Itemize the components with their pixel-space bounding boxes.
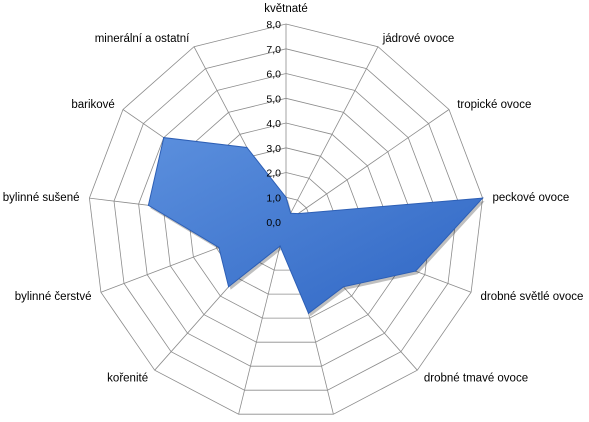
category-label: tropické ovoce — [457, 99, 531, 111]
data-point — [342, 286, 344, 288]
data-point — [228, 286, 230, 288]
grid-spoke — [285, 46, 379, 223]
category-label: bylinné sušené — [3, 192, 80, 204]
grid-ring — [113, 48, 459, 391]
data-point — [246, 146, 248, 149]
category-label: drobné světlé ovoce — [481, 291, 584, 303]
series-polygon — [147, 137, 484, 315]
data-point — [279, 245, 281, 247]
tick-label: 6,0 — [266, 69, 281, 81]
data-point — [147, 204, 149, 206]
data-point — [415, 270, 417, 272]
data-point — [218, 246, 220, 249]
tick-label: 1,0 — [266, 192, 281, 204]
tick-label: 4,0 — [266, 118, 281, 130]
series-area — [147, 137, 485, 317]
category-label: květnaté — [264, 3, 307, 15]
category-label: jádrové ovoce — [382, 33, 455, 45]
grid-ring — [138, 73, 434, 367]
tick-label: 0,0 — [266, 217, 281, 229]
grid-spoke — [238, 221, 287, 415]
tick-label: 8,0 — [266, 19, 281, 31]
category-labels: květnaté jádrové ovoce tropické ovoce pecko… — [3, 3, 584, 385]
category-label: drobné tmavé ovoce — [424, 373, 528, 385]
category-label: kořenité — [107, 373, 148, 385]
radial-tick-labels: 0,0 1,0 2,0 3,0 4,0 5,0 6,0 7,0 8,0 — [266, 19, 281, 229]
data-point — [285, 196, 287, 198]
grid-spoke — [285, 109, 450, 223]
data-point — [482, 197, 484, 199]
data-point — [163, 137, 165, 139]
category-label: peckové ovoce — [493, 192, 570, 204]
tick-label: 7,0 — [266, 44, 281, 56]
data-point — [307, 312, 310, 314]
data-point — [297, 213, 299, 215]
tick-label: 5,0 — [266, 93, 281, 105]
category-label: minerální a ostatní — [95, 33, 190, 45]
category-label: bylinné čerstvé — [15, 291, 92, 303]
category-label: barikové — [71, 99, 114, 111]
grid-ring — [88, 23, 484, 415]
tick-label: 3,0 — [266, 143, 281, 155]
tick-label: 2,0 — [266, 168, 281, 180]
data-point — [290, 212, 292, 214]
